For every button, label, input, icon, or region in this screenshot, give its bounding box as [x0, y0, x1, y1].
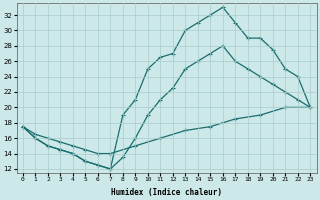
X-axis label: Humidex (Indice chaleur): Humidex (Indice chaleur) — [111, 188, 222, 197]
